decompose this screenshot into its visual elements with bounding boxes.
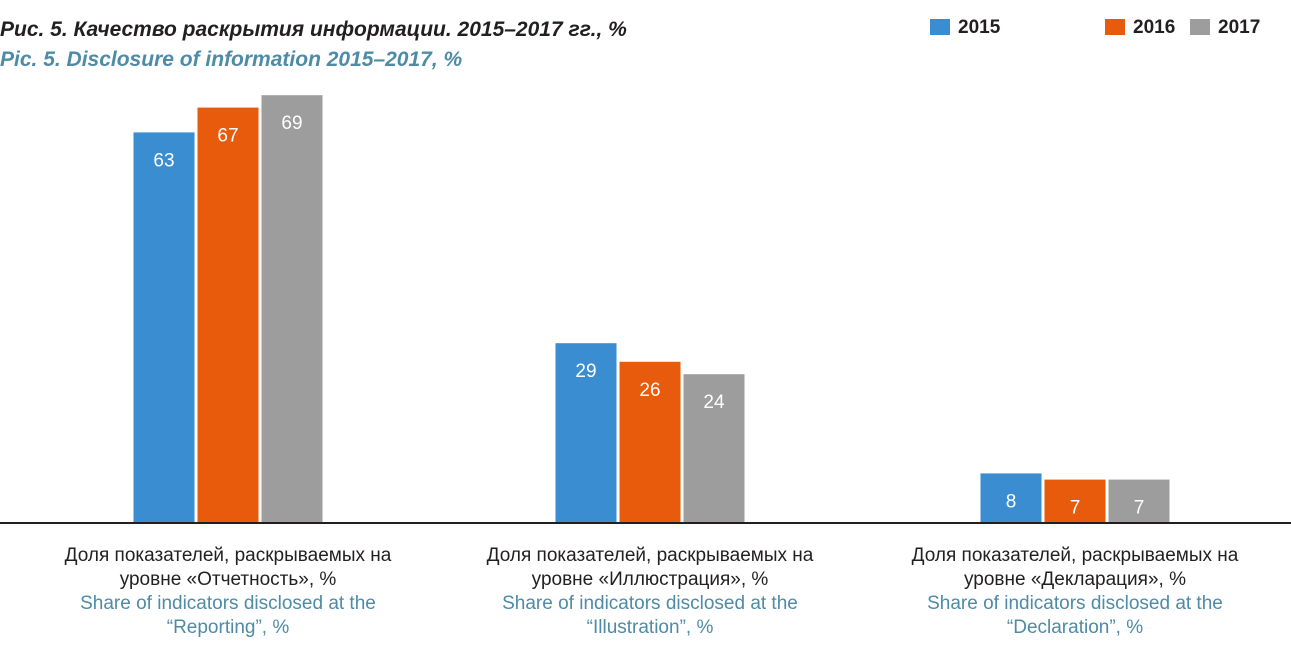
bar [980, 473, 1042, 523]
bar-value-label: 67 [217, 126, 238, 147]
legend-swatch [1105, 19, 1125, 35]
chart-title: Рис. 5. Качество раскрытия информации. 2… [0, 18, 627, 41]
bar [619, 361, 681, 523]
bar [683, 374, 745, 523]
bar [133, 132, 195, 523]
bar [197, 107, 259, 523]
bar-value-label: 69 [281, 113, 302, 134]
bar [1044, 479, 1106, 523]
legend-label: 2015 [958, 17, 1001, 38]
category-label: Доля показателей, раскрываемых на уровне… [470, 544, 830, 640]
bar-value-label: 29 [575, 361, 596, 382]
legend-label: 2016 [1133, 17, 1175, 38]
legend-label: 2017 [1218, 17, 1260, 38]
category-label-en: Share of indicators disclosed at the “Re… [80, 593, 376, 638]
bar-value-label: 26 [639, 380, 660, 401]
chart-subtitle: Pic. 5. Disclosure of information 2015–2… [0, 48, 463, 71]
bar [555, 343, 617, 523]
bar-value-label: 8 [1006, 491, 1017, 512]
category-label-ru: Доля показателей, раскрываемых на уровне… [64, 545, 392, 590]
category-label-ru: Доля показателей, раскрываемых на уровне… [486, 545, 814, 590]
bar [261, 95, 323, 523]
legend-swatch [930, 19, 950, 35]
bar-value-label: 63 [153, 150, 174, 171]
bar-value-label: 24 [703, 392, 725, 413]
category-label-en: Share of indicators disclosed at the “De… [927, 593, 1223, 638]
bar-value-label: 7 [1070, 498, 1081, 519]
legend-swatch [1190, 19, 1210, 35]
category-label-en: Share of indicators disclosed at the “Il… [502, 593, 798, 638]
bar-value-label: 7 [1134, 498, 1145, 519]
category-label: Доля показателей, раскрываемых на уровне… [895, 544, 1255, 640]
category-label: Доля показателей, раскрываемых на уровне… [48, 544, 408, 640]
bar [1108, 479, 1170, 523]
category-label-ru: Доля показателей, раскрываемых на уровне… [911, 545, 1239, 590]
